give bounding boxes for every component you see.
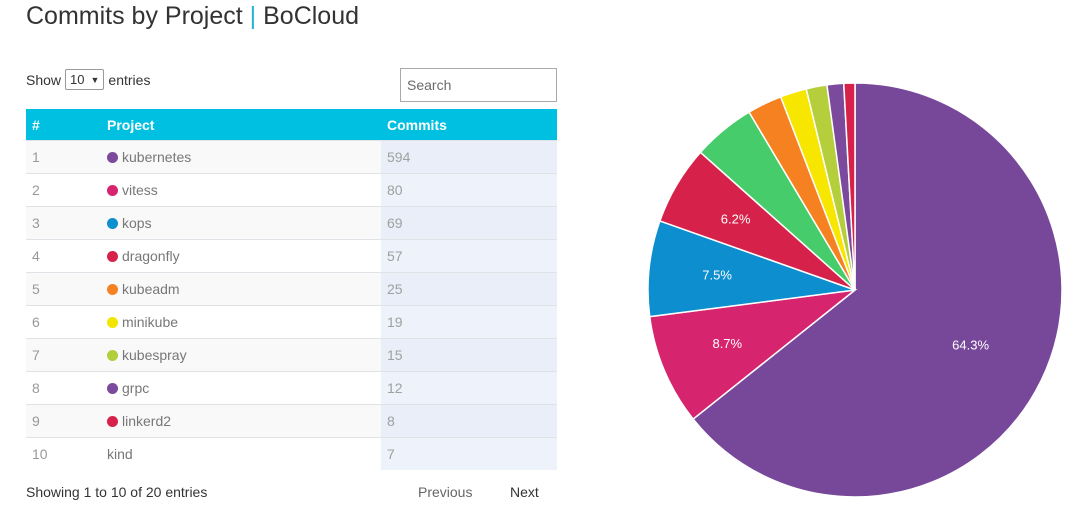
pie-slice[interactable] bbox=[842, 82, 856, 291]
header-rank[interactable]: # bbox=[26, 109, 101, 141]
search-input[interactable] bbox=[400, 68, 557, 102]
commits-cell: 594 bbox=[381, 140, 557, 174]
legend-dot-icon bbox=[107, 218, 118, 229]
table-row: 4 dragonfly 57 bbox=[26, 239, 557, 273]
page-title-main: Commits by Project bbox=[26, 2, 243, 30]
next-button[interactable]: Next bbox=[510, 484, 539, 500]
pie-slice-label: 7.5% bbox=[702, 267, 732, 282]
rank-cell: 10 bbox=[26, 437, 101, 470]
project-name: kind bbox=[107, 446, 133, 462]
table-row: 2 vitess 80 bbox=[26, 173, 557, 207]
project-cell: kops bbox=[101, 206, 381, 240]
project-cell: grpc bbox=[101, 371, 381, 405]
rank-cell: 5 bbox=[26, 272, 101, 306]
legend-dot-icon bbox=[107, 152, 118, 163]
pie-slice-label: 6.2% bbox=[721, 211, 751, 226]
entries-select-value: 10 bbox=[70, 72, 85, 87]
project-cell: kubernetes bbox=[101, 140, 381, 174]
project-cell: vitess bbox=[101, 173, 381, 207]
pie-slice-label: 64.3% bbox=[952, 338, 989, 353]
header-commits[interactable]: Commits bbox=[381, 109, 557, 141]
legend-dot-icon bbox=[107, 317, 118, 328]
rank-cell: 2 bbox=[26, 173, 101, 207]
table-row: 1 kubernetes 594 bbox=[26, 140, 557, 174]
entries-label: entries bbox=[108, 71, 151, 88]
legend-dot-icon bbox=[107, 251, 118, 262]
commits-cell: 7 bbox=[381, 437, 557, 470]
legend-dot-icon bbox=[107, 416, 118, 427]
table-header-row: # Project Commits bbox=[26, 109, 557, 141]
project-cell: kubespray bbox=[101, 338, 381, 372]
rank-cell: 8 bbox=[26, 371, 101, 405]
pie-slice[interactable] bbox=[692, 82, 1063, 498]
commits-cell: 25 bbox=[381, 272, 557, 306]
previous-button[interactable]: Previous bbox=[418, 484, 473, 500]
title-separator: | bbox=[249, 2, 257, 30]
header-project[interactable]: Project bbox=[101, 109, 381, 141]
pie-slice-label: 8.7% bbox=[712, 336, 742, 351]
rank-cell: 6 bbox=[26, 305, 101, 339]
legend-dot-icon bbox=[107, 350, 118, 361]
commits-cell: 80 bbox=[381, 173, 557, 207]
table-row: 10 kind 7 bbox=[26, 437, 557, 470]
commits-cell: 69 bbox=[381, 206, 557, 240]
table-row: 5 kubeadm 25 bbox=[26, 272, 557, 306]
project-name: kubernetes bbox=[122, 149, 192, 165]
commits-pie-chart: 64.3% 8.7% 7.5% 6.2% bbox=[647, 82, 1063, 498]
legend-dot-icon bbox=[107, 284, 118, 295]
table-row: 6 minikube 19 bbox=[26, 305, 557, 339]
pie-slice[interactable] bbox=[648, 288, 858, 421]
project-name: linkerd2 bbox=[122, 413, 172, 429]
project-cell: minikube bbox=[101, 305, 381, 339]
project-name: vitess bbox=[122, 182, 158, 198]
project-name: dragonfly bbox=[122, 248, 180, 264]
table-row: 8 grpc 12 bbox=[26, 371, 557, 405]
legend-dot-icon bbox=[107, 185, 118, 196]
project-cell: linkerd2 bbox=[101, 404, 381, 438]
table-row: 9 linkerd2 8 bbox=[26, 404, 557, 438]
rank-cell: 1 bbox=[26, 140, 101, 174]
commits-cell: 12 bbox=[381, 371, 557, 405]
commits-table: # Project Commits 1 kubernetes 594 2 vitess 8… bbox=[26, 109, 557, 470]
project-name: grpc bbox=[122, 380, 150, 396]
entries-select[interactable]: 10 ▼ bbox=[65, 69, 105, 90]
table-row: 7 kubespray 15 bbox=[26, 338, 557, 372]
project-name: kubespray bbox=[122, 347, 187, 363]
commits-cell: 57 bbox=[381, 239, 557, 273]
pie-slice[interactable] bbox=[647, 220, 856, 318]
project-name: kops bbox=[122, 215, 152, 231]
commits-cell: 8 bbox=[381, 404, 557, 438]
table-info: Showing 1 to 10 of 20 entries bbox=[26, 484, 208, 500]
commits-cell: 15 bbox=[381, 338, 557, 372]
project-name: minikube bbox=[122, 314, 179, 330]
table-row: 3 kops 69 bbox=[26, 206, 557, 240]
project-cell: kind bbox=[101, 437, 381, 470]
rank-cell: 9 bbox=[26, 404, 101, 438]
page-title-org: BoCloud bbox=[263, 2, 360, 30]
project-cell: kubeadm bbox=[101, 272, 381, 306]
project-name: kubeadm bbox=[122, 281, 180, 297]
chevron-down-icon: ▼ bbox=[90, 74, 100, 85]
rank-cell: 3 bbox=[26, 206, 101, 240]
legend-dot-icon bbox=[107, 383, 118, 394]
entries-length-control: Show 10 ▼ entries bbox=[26, 69, 150, 90]
rank-cell: 7 bbox=[26, 338, 101, 372]
show-label: Show bbox=[26, 71, 62, 88]
commits-cell: 19 bbox=[381, 305, 557, 339]
rank-cell: 4 bbox=[26, 239, 101, 273]
project-cell: dragonfly bbox=[101, 239, 381, 273]
page-title: Commits by Project | BoCloud bbox=[26, 2, 359, 31]
